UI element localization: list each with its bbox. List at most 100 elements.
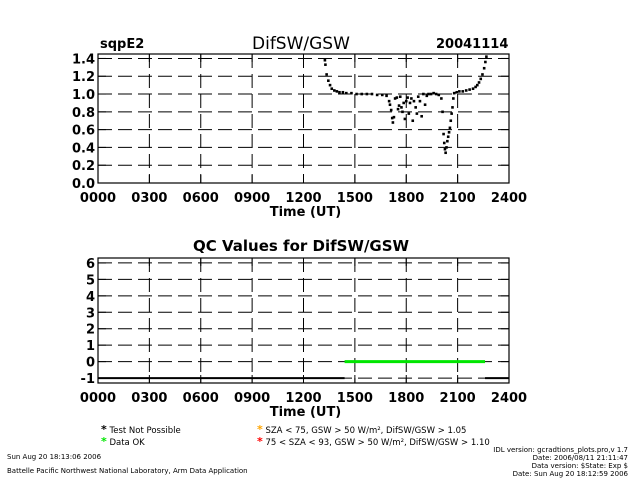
data-point xyxy=(437,93,441,97)
x-tick-label: 0600 xyxy=(183,191,219,206)
data-point xyxy=(427,92,430,96)
institution-label: Battelle Pacific Northwest National Labo… xyxy=(7,467,248,475)
x-tick-label: 1200 xyxy=(285,191,321,206)
qc-chart-title: QC Values for DifSW/GSW xyxy=(193,237,410,255)
date-label: 20041114 xyxy=(436,37,509,52)
plot-1: 0000 0300 0600 0900 1200 1500 1800 2100 2400 Time… xyxy=(72,52,527,220)
data-point xyxy=(393,97,397,100)
x-tick-label: 0300 xyxy=(131,191,167,206)
data-point xyxy=(452,97,455,100)
data-point xyxy=(446,139,449,143)
data-point xyxy=(385,94,388,98)
x-tick-label: 2400 xyxy=(491,191,527,206)
data-point xyxy=(450,112,453,115)
data-point xyxy=(441,110,444,114)
idl-version: IDL version: gcradtions_plots.pro,v 1.7 xyxy=(493,446,628,454)
x-axis-label: Time (UT) xyxy=(270,205,342,220)
y-tick-label: 1.4 xyxy=(72,52,95,67)
data-point xyxy=(468,88,471,91)
data-point xyxy=(476,83,479,87)
x-tick-label: 1800 xyxy=(388,191,424,206)
data-point xyxy=(397,104,401,107)
x-tick-label: 2100 xyxy=(440,391,476,406)
data-version: Data version: $State: Exp $ xyxy=(531,462,628,470)
data-point xyxy=(325,73,328,76)
data-point xyxy=(452,91,456,95)
data-point xyxy=(477,81,481,84)
y-tick-label: 0.6 xyxy=(72,124,95,139)
data-point xyxy=(449,119,453,123)
data-point xyxy=(408,101,412,105)
legend-star-icon: * xyxy=(257,423,263,436)
data-point xyxy=(415,112,419,115)
data-date: Date: Sun Aug 20 18:12:59 2006 xyxy=(512,470,628,478)
data-point xyxy=(446,135,450,139)
data-point xyxy=(411,119,415,123)
data-point xyxy=(370,92,374,96)
y-tick-label: 5 xyxy=(86,273,95,288)
chart-title: DifSW/GSW xyxy=(252,34,350,54)
data-point xyxy=(324,63,327,66)
data-point xyxy=(388,103,392,107)
legend-item-sza-75-93: * 75 < SZA < 93, GSW > 50 W/m², DifSW/GS… xyxy=(257,435,490,448)
data-point xyxy=(461,90,465,93)
x-tick-label: 2100 xyxy=(440,191,476,206)
legend-star-icon: * xyxy=(101,423,107,436)
data-point xyxy=(400,106,403,109)
y-tick-label: 4 xyxy=(86,290,95,305)
data-point xyxy=(390,116,394,120)
site-label: sqpE2 xyxy=(100,37,145,52)
generated-timestamp: Sun Aug 20 18:13:06 2006 xyxy=(7,453,102,461)
y-tick-label: 0.4 xyxy=(72,141,95,156)
legend-item-data-ok: * Data OK xyxy=(101,435,145,448)
data-point xyxy=(482,66,486,70)
legend-star-icon: * xyxy=(101,435,107,448)
y-tick-label: 0.2 xyxy=(72,159,95,174)
x-tick-label: 1200 xyxy=(285,391,321,406)
data-point xyxy=(474,85,477,89)
y-tick-label: 6 xyxy=(86,257,95,272)
x-tick-label: 1500 xyxy=(337,391,373,406)
data-point xyxy=(345,91,348,95)
data-point xyxy=(432,91,435,95)
data-point xyxy=(414,106,417,109)
y-tick-label: 2 xyxy=(86,323,95,338)
data-point xyxy=(410,97,413,100)
data-point xyxy=(380,93,384,97)
data-point xyxy=(443,147,447,151)
x-tick-label: 0600 xyxy=(183,391,219,406)
data-point xyxy=(341,90,345,94)
x-tick-label: 0900 xyxy=(234,191,270,206)
data-point xyxy=(429,92,433,96)
legend-label: SZA < 75, GSW > 50 W/m², DifSW/GSW > 1.0… xyxy=(265,426,467,436)
data-point xyxy=(355,92,358,96)
data-point xyxy=(338,90,341,94)
data-point xyxy=(484,60,487,64)
data-point xyxy=(412,99,416,103)
y-tick-label: -1 xyxy=(81,372,95,387)
y-tick-label: 0.0 xyxy=(72,177,95,192)
data-point xyxy=(350,91,353,95)
x-tick-label: 0900 xyxy=(234,391,270,406)
legend-label: Data OK xyxy=(109,438,145,448)
idl-date: Date: 2006/08/11 21:11:47 xyxy=(532,454,628,462)
legend-item-sza-lt-75: * SZA < 75, GSW > 50 W/m², DifSW/GSW > 1… xyxy=(257,423,466,436)
data-point xyxy=(451,106,454,109)
x-tick-label: 2400 xyxy=(491,391,527,406)
data-point xyxy=(485,55,488,58)
plot-2: 0000 0300 0600 0900 1200 1500 1800 2100 2400 Time… xyxy=(80,257,527,420)
data-point xyxy=(464,89,468,92)
data-point xyxy=(444,151,447,155)
data-point xyxy=(402,101,405,105)
data-point xyxy=(323,58,327,62)
data-point xyxy=(333,89,336,92)
data-point xyxy=(360,92,364,96)
data-point xyxy=(471,87,475,90)
data-point xyxy=(416,95,420,99)
data-point xyxy=(391,121,395,124)
data-point xyxy=(422,92,425,96)
data-point xyxy=(389,108,393,112)
data-point xyxy=(387,99,391,103)
data-point xyxy=(375,93,379,97)
